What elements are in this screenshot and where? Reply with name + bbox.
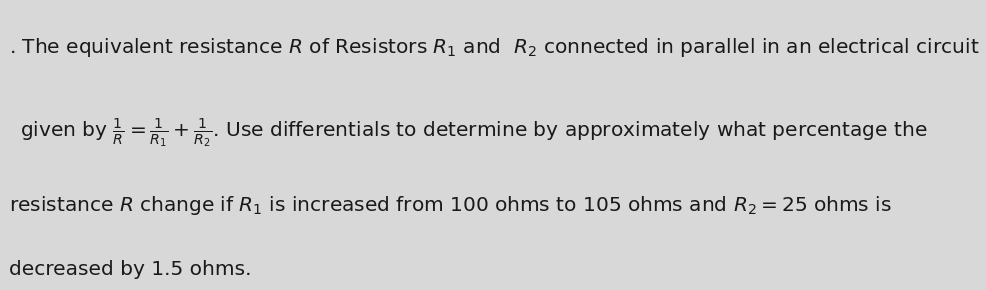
Text: given by $\frac{1}{R} = \frac{1}{R_1} + \frac{1}{R_2}$. Use differentials to det: given by $\frac{1}{R} = \frac{1}{R_1} + …: [20, 116, 928, 149]
Text: decreased by 1.5 ohms.: decreased by 1.5 ohms.: [9, 260, 251, 279]
Text: . The equivalent resistance $R$ of Resistors $R_1$ and  $R_2$ connected in paral: . The equivalent resistance $R$ of Resis…: [9, 36, 986, 59]
Text: resistance $R$ change if $R_1$ is increased from 100 ohms to 105 ohms and $R_2 =: resistance $R$ change if $R_1$ is increa…: [9, 194, 891, 217]
